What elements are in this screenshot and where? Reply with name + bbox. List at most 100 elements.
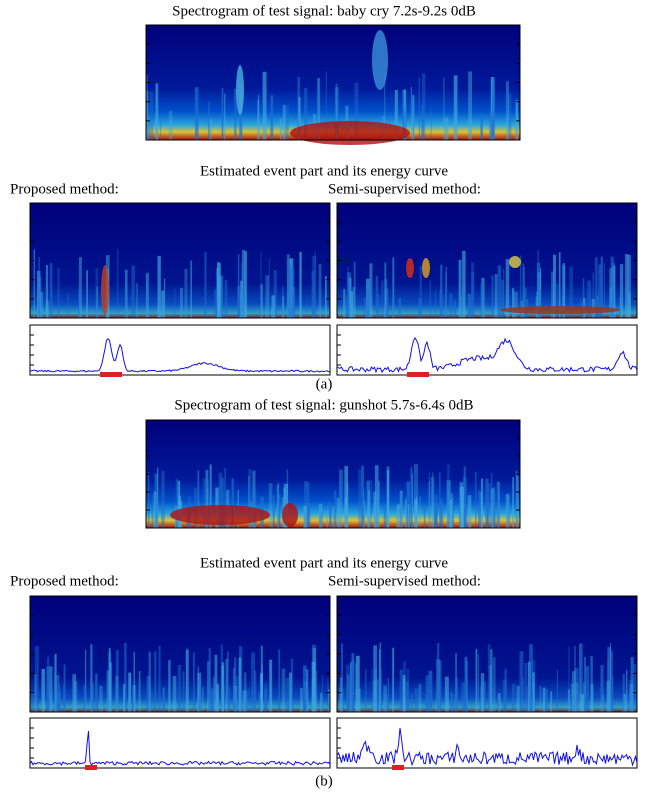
spectrogram-streak [325, 71, 327, 140]
spectrogram-streak [162, 687, 165, 712]
spectrogram-streak [233, 685, 237, 712]
spectrogram-streak [282, 286, 284, 318]
spectrogram-streak [216, 683, 219, 712]
spectrogram-streak [496, 481, 500, 528]
spectrogram-streak [490, 649, 493, 712]
spectrogram-streak [56, 674, 60, 712]
spectrogram-streak [272, 495, 275, 528]
spectrogram-streak [447, 464, 450, 528]
spectrogram-streak [153, 491, 157, 528]
spectrogram-streak [146, 275, 148, 318]
spectrogram-streak [346, 674, 351, 712]
spectrogram-streak [345, 664, 350, 712]
spectrogram-streak [320, 692, 323, 712]
spectrogram-streak [317, 78, 321, 140]
spectrogram-streak [155, 83, 159, 140]
spectrogram-streak [217, 261, 219, 318]
spectrogram-streak [48, 666, 53, 712]
spectrogram-streak [147, 122, 150, 140]
spectrogram-streak [592, 272, 594, 318]
spectrogram-streak [609, 268, 613, 318]
spectrogram-streak [55, 693, 58, 712]
spectrogram-streak [383, 505, 387, 528]
spectrogram-blob [290, 121, 410, 145]
spectrogram-streak [475, 471, 477, 528]
spectrogram-streak [633, 664, 637, 712]
spectrogram-streak [410, 466, 413, 528]
spectrogram-streak [168, 660, 171, 712]
spectrogram-streak [237, 285, 241, 318]
spectrogram-streak [428, 481, 431, 528]
spectrogram-streak [425, 694, 427, 712]
spectrogram-streak [321, 675, 323, 712]
spectrogram-streak [292, 267, 295, 318]
spectrogram-streak [184, 268, 188, 318]
spectrogram-streak [358, 469, 363, 528]
spectrogram-streak [453, 300, 456, 318]
spectrogram-streak [374, 465, 379, 528]
spectrogram-streak [133, 652, 136, 712]
spectrogram-streak [311, 271, 315, 318]
spectrogram-streak [428, 472, 431, 528]
spectrogram-streak [355, 663, 357, 712]
spectrogram-streak [594, 257, 598, 318]
spectrogram-streak [558, 252, 561, 318]
spectrogram-streak [569, 266, 574, 318]
spectrogram-streak [622, 673, 625, 712]
spectrogram-streak [265, 275, 270, 318]
spectrogram-streak [353, 261, 356, 318]
spectrogram-streak [241, 249, 246, 318]
spectrogram-streak [551, 271, 554, 318]
spectrogram-streak [300, 687, 303, 712]
spectrogram-streak [117, 249, 119, 318]
energy-curve [336, 336, 638, 374]
spectrogram-streak [574, 668, 579, 712]
spectrogram-streak [514, 291, 518, 318]
spectrogram-streak [366, 288, 370, 318]
spectrogram-streak [432, 472, 434, 528]
spectrogram-streak [367, 490, 371, 528]
spectrogram-streak [532, 672, 535, 712]
spectrogram-streak [537, 250, 540, 318]
spectrogram-streak [329, 507, 333, 528]
spectrogram-streak [339, 469, 343, 528]
spectrogram-streak [350, 659, 355, 712]
spectrogram-streak [487, 483, 492, 528]
spectrogram-streak [475, 648, 478, 712]
spectrogram-streak [288, 672, 292, 712]
spectrogram [146, 25, 520, 140]
spectrogram-streak [492, 657, 496, 712]
spectrogram-streak [598, 264, 602, 318]
spectrogram-streak [354, 82, 359, 140]
spectrogram-streak [550, 691, 553, 712]
spectrogram-streak [151, 494, 154, 528]
spectrogram-streak [39, 291, 44, 318]
spectrogram-streak [312, 255, 317, 318]
spectrogram-streak [131, 265, 136, 318]
spectrogram-streak [552, 254, 557, 318]
spectrogram-blob [236, 65, 244, 115]
spectrogram-streak [214, 654, 218, 712]
spectrogram-streak [580, 694, 585, 712]
spectrogram-streak [54, 671, 56, 712]
spectrogram-streak [453, 75, 458, 140]
spectrogram-streak [590, 684, 594, 712]
spectrogram-streak [370, 479, 372, 528]
spectrogram-streak [494, 274, 498, 318]
spectrogram-streak [344, 466, 349, 528]
spectrogram-streak [327, 678, 329, 712]
spectrogram-streak [465, 656, 468, 712]
spectrogram-streak [208, 648, 211, 712]
spectrogram-streak [220, 477, 225, 528]
spectrogram-streak [248, 468, 252, 528]
spectrogram-title: Spectrogram of test signal: baby cry 7.2… [172, 3, 476, 19]
spectrogram-streak [600, 256, 603, 318]
spectrogram-streak [326, 509, 329, 528]
spectrogram-streak [72, 674, 77, 712]
spectrogram-streak [349, 662, 352, 712]
spectrogram-streak [172, 675, 177, 712]
spectrogram-streak [57, 691, 62, 712]
spectrogram-streak [114, 675, 119, 712]
spectrogram-streak [487, 644, 491, 712]
spectrogram-streak [439, 472, 441, 528]
